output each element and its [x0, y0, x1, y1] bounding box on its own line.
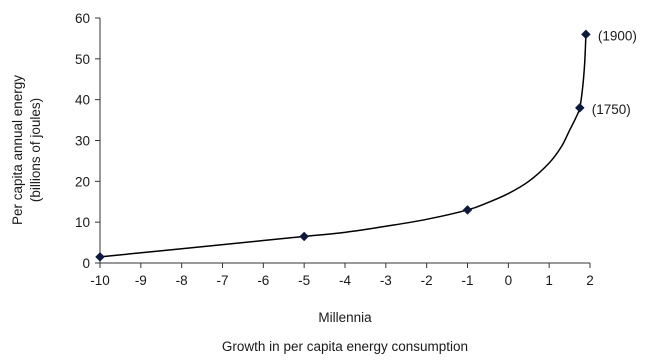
x-tick-label: -10 [90, 273, 110, 288]
point-annotation: (1900) [598, 28, 637, 43]
x-tick-label: 2 [586, 273, 594, 288]
data-point [95, 252, 105, 262]
x-axis-label: Millennia [318, 310, 372, 325]
data-point [299, 231, 310, 242]
x-tick-label: -6 [257, 273, 269, 288]
series-line [99, 34, 587, 258]
y-tick-label: 30 [75, 134, 90, 149]
data-point [581, 29, 591, 40]
point-annotation: (1750) [592, 102, 631, 117]
x-tick-label: -5 [298, 273, 310, 288]
data-point [462, 205, 473, 215]
y-tick-label: 10 [75, 215, 90, 230]
y-tick-label: 60 [75, 11, 90, 26]
x-tick-label: -9 [135, 273, 147, 288]
x-tick-label: -7 [216, 273, 228, 288]
y-axis-label-line-1: Per capita annual energy [10, 75, 25, 225]
x-tick-label: 1 [545, 273, 553, 288]
y-axis-label-line-2: (billions of joules) [28, 98, 43, 202]
y-tick-label: 50 [75, 52, 90, 67]
x-tick-label: -1 [461, 273, 473, 288]
x-tick-label: 0 [505, 273, 513, 288]
x-tick-label: -4 [339, 273, 351, 288]
x-tick-label: -8 [176, 273, 188, 288]
annotations: (1750) (1900) [592, 28, 637, 117]
y-tick-label: 0 [82, 256, 90, 271]
x-tick-label: -2 [421, 273, 433, 288]
x-tick-label: -3 [380, 273, 392, 288]
y-tick-label: 20 [75, 174, 90, 189]
chart-caption: Growth in per capita energy consumption [222, 339, 468, 354]
y-tick-label: 40 [75, 93, 90, 108]
axes [95, 17, 591, 268]
data-point [574, 102, 585, 113]
data-points [95, 29, 591, 262]
